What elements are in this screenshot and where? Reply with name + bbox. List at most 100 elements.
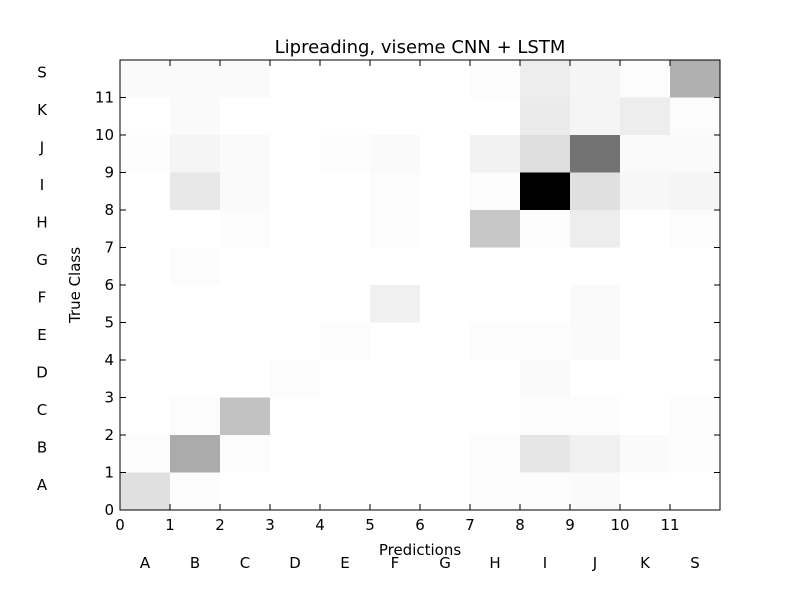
heatmap-cell [670, 60, 720, 98]
heatmap-cell [170, 360, 220, 398]
heatmap-cell [120, 247, 170, 285]
y-class-label: J [39, 139, 44, 157]
heatmap-cell [320, 247, 370, 285]
heatmap-cell [420, 210, 470, 248]
x-tick-label: 6 [415, 516, 425, 534]
heatmap-cell [170, 97, 220, 135]
heatmap-cell [120, 322, 170, 360]
x-class-label: S [690, 554, 700, 572]
heatmap-cell [370, 397, 420, 435]
y-class-label: A [37, 476, 48, 494]
heatmap-cell [620, 97, 670, 135]
heatmap-cell [120, 60, 170, 98]
heatmap-cell [570, 285, 620, 323]
heatmap-cell [520, 172, 570, 210]
heatmap-cell [470, 97, 520, 135]
heatmap-cell [370, 210, 420, 248]
y-tick-labels: 0 1 2 3 4 5 6 7 8 9 10 11 [95, 89, 114, 520]
heatmap-cell [520, 247, 570, 285]
heatmap-cell [120, 172, 170, 210]
y-class-labels: A B C D E F G H I J K S [36, 64, 48, 495]
heatmap-cell [320, 135, 370, 173]
y-tick-label: 2 [104, 426, 114, 444]
x-class-label: C [240, 554, 250, 572]
heatmap-cell [170, 60, 220, 98]
heatmap-cell [270, 60, 320, 98]
heatmap-cell [370, 247, 420, 285]
heatmap-cell [620, 135, 670, 173]
heatmap-cell [270, 97, 320, 135]
heatmap-cell [320, 60, 370, 98]
heatmap-cell [670, 285, 720, 323]
heatmap-cell [520, 97, 570, 135]
x-tick-label: 11 [660, 516, 679, 534]
x-tick-label: 1 [165, 516, 175, 534]
heatmap-cell [520, 60, 570, 98]
y-axis-label: True Class [66, 247, 84, 324]
heatmap-cell [470, 397, 520, 435]
heatmap-cell [270, 435, 320, 473]
y-tick-label: 4 [104, 351, 114, 369]
heatmap-cell [220, 435, 270, 473]
heatmap-cell [470, 472, 520, 510]
heatmap-cell [320, 435, 370, 473]
heatmap-cell [620, 397, 670, 435]
heatmap-cell [620, 285, 670, 323]
heatmap-cell [620, 247, 670, 285]
x-class-label: D [289, 554, 301, 572]
plot-frame [119, 59, 721, 511]
x-tick-label: 2 [215, 516, 225, 534]
heatmap-cell [120, 97, 170, 135]
y-class-label: E [37, 326, 46, 344]
y-tick-label: 7 [104, 239, 114, 257]
x-class-label: G [439, 554, 451, 572]
heatmap-cell [120, 472, 170, 510]
heatmap-cell [470, 285, 520, 323]
y-tick-label: 0 [104, 501, 114, 519]
heatmap-cell [370, 360, 420, 398]
heatmap-cell [570, 435, 620, 473]
heatmap-cells [120, 60, 720, 510]
heatmap-cell [420, 135, 470, 173]
heatmap-cell [570, 247, 620, 285]
x-class-label: E [340, 554, 349, 572]
x-tick-label: 7 [465, 516, 475, 534]
heatmap-cell [170, 435, 220, 473]
heatmap-cell [220, 360, 270, 398]
heatmap-cell [370, 435, 420, 473]
heatmap-cell [670, 435, 720, 473]
y-class-label: H [36, 214, 47, 232]
heatmap-cell [270, 397, 320, 435]
heatmap-cell [370, 172, 420, 210]
heatmap-cell [220, 472, 270, 510]
heatmap-cell [670, 210, 720, 248]
heatmap-cell [420, 97, 470, 135]
heatmap-cell [520, 285, 570, 323]
heatmap-cell [620, 322, 670, 360]
heatmap-cell [170, 172, 220, 210]
y-tick-label: 1 [104, 464, 114, 482]
y-class-label: I [40, 176, 44, 194]
x-class-label: I [543, 554, 547, 572]
heatmap-cell [220, 322, 270, 360]
heatmap-cell [570, 472, 620, 510]
heatmap-cell [670, 135, 720, 173]
x-class-label: H [489, 554, 500, 572]
heatmap-cell [670, 360, 720, 398]
heatmap-cell [570, 322, 620, 360]
heatmap-cell [220, 285, 270, 323]
heatmap-cell [470, 322, 520, 360]
y-class-label: G [36, 251, 48, 269]
heatmap-cell [220, 397, 270, 435]
heatmap-cell [170, 135, 220, 173]
heatmap-cell [420, 397, 470, 435]
x-class-label: K [640, 554, 651, 572]
heatmap-cell [170, 322, 220, 360]
y-tick-label: 8 [104, 201, 114, 219]
heatmap-cell [370, 60, 420, 98]
heatmap-cell [470, 60, 520, 98]
heatmap-cell [570, 210, 620, 248]
heatmap-cell [420, 285, 470, 323]
heatmap-cell [670, 322, 720, 360]
